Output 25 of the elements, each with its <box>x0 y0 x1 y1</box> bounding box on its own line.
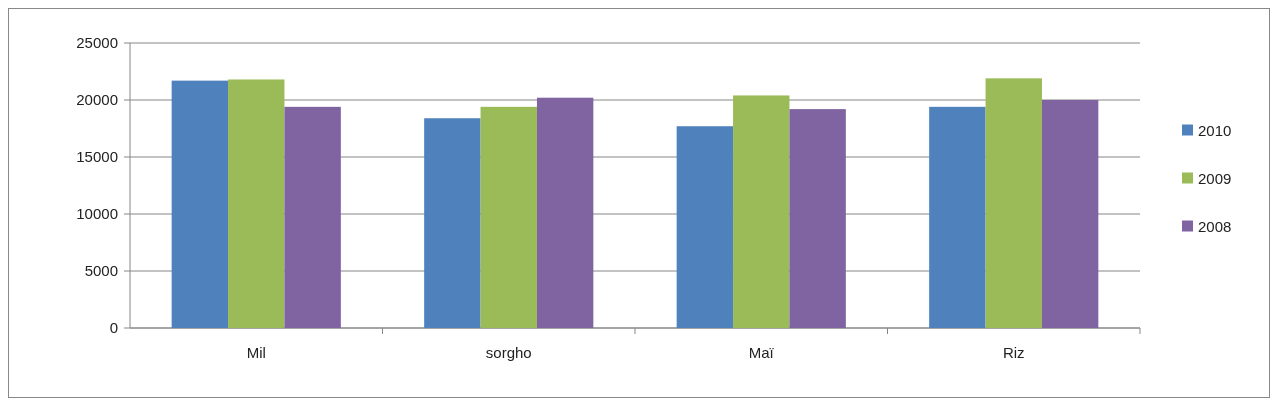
x-tick-label: Riz <box>1002 344 1025 361</box>
bar <box>284 106 341 328</box>
bar <box>424 118 481 328</box>
y-tick-label: 15000 <box>76 148 118 166</box>
legend-label: 2009 <box>1198 169 1232 187</box>
legend-label: 2008 <box>1198 217 1232 235</box>
legend-label: 2010 <box>1198 121 1232 139</box>
bar <box>171 80 229 328</box>
bar <box>228 79 285 328</box>
bar <box>985 78 1042 328</box>
bar <box>733 95 790 328</box>
bar <box>929 106 986 328</box>
x-tick-label: sorgho <box>485 344 532 361</box>
bar <box>536 97 594 328</box>
y-tick-label: 5000 <box>84 262 118 280</box>
y-tick-label: 0 <box>109 319 118 337</box>
y-tick-label: 20000 <box>76 91 118 109</box>
bar <box>480 106 537 328</box>
y-tick-label: 25000 <box>76 34 118 52</box>
x-tick-label: Mil <box>246 344 266 361</box>
bar <box>676 126 734 328</box>
y-tick-label: 10000 <box>76 205 118 223</box>
x-tick-label: Maï <box>748 344 775 361</box>
bar <box>1041 100 1099 328</box>
bar <box>789 109 846 328</box>
